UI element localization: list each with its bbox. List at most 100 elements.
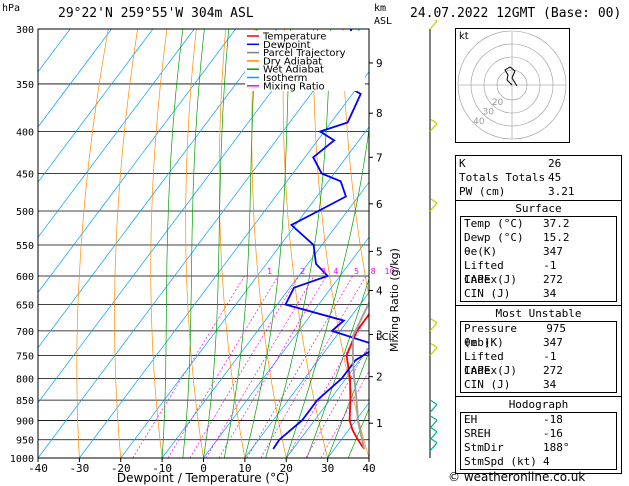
mixing-ratio-axis-label: Mixing Ratio (g/kg) — [388, 248, 401, 352]
datetime-title: 24.07.2022 12GMT (Base: 00) — [410, 6, 622, 21]
mixing-ratio-label: 2 — [300, 267, 305, 276]
wet-adiabat-line — [244, 29, 291, 458]
legend-background — [245, 31, 365, 91]
dry-adiabat-line — [185, 29, 204, 458]
most-unstable-label: θe (K) — [464, 336, 504, 349]
isotherm-line — [285, 347, 369, 458]
mixing-ratio-label: 8 — [371, 267, 376, 276]
lcl-label: LCL — [376, 332, 395, 343]
hodograph-stat-row: StmDir 188° — [461, 441, 616, 455]
surface-row: CIN (J) 34 — [461, 287, 616, 301]
surface-label: θe(K) — [464, 245, 498, 258]
wind-barb — [429, 342, 438, 356]
isotherm-line — [38, 29, 112, 128]
legend-entry: Parcel Trajectory — [263, 48, 346, 59]
pressure-tick-label: 850 — [16, 396, 34, 407]
pressure-tick-label: 350 — [16, 80, 34, 91]
pressure-tick-label: 400 — [16, 128, 34, 139]
wind-barb — [429, 438, 438, 452]
x-tick-label: 40 — [362, 462, 375, 475]
plot-frame — [37, 28, 370, 459]
mixing-ratio-line — [320, 370, 369, 458]
hpa-unit-label: hPa — [2, 3, 21, 14]
most-unstable-value: -1 — [543, 350, 557, 363]
wet-adiabat-line — [347, 407, 369, 458]
skewt-chart: 3003504004505005506006507007508008509009… — [10, 25, 401, 485]
surface-row: CAPE (J) 272 — [461, 273, 616, 287]
pressure-tick-label: 800 — [16, 374, 34, 385]
dry-adiabat-line — [282, 29, 328, 458]
x-tick-label: 10 — [238, 462, 251, 475]
mixing-ratio-label: 1 — [267, 267, 272, 276]
surface-value: 37.2 — [543, 217, 570, 230]
surface-row: θe(K) 347 — [461, 245, 616, 259]
x-axis-label: Dewpoint / Temperature (°C) — [117, 471, 289, 485]
x-tick-label: -30 — [69, 462, 89, 475]
wind-barb — [429, 399, 438, 413]
pressure-tick-label: 600 — [16, 272, 34, 283]
index-label: K — [459, 157, 466, 170]
isotherm-line — [327, 402, 369, 458]
hodograph-table-title: Hodograph — [508, 398, 569, 411]
dry-adiabat-line — [76, 29, 109, 458]
dry-adiabat-line — [114, 29, 138, 458]
km-tick-label: 7 — [376, 151, 383, 164]
index-label: Totals Totals — [459, 171, 546, 184]
mixing-ratio-line — [246, 275, 354, 458]
surface-label: CAPE (J) — [464, 273, 517, 286]
mixing-ratio-line — [305, 344, 369, 458]
most-unstable-row: Lifted Index -1 — [461, 350, 616, 377]
indices-panel: K 26 Totals Totals 45 PW (cm) 3.21 Surface Te… — [455, 155, 622, 474]
surface-row: Dewp (°C) 15.2 — [461, 231, 616, 245]
pressure-tick-label: 550 — [16, 241, 34, 252]
most-unstable-row: CIN (J) 34 — [461, 378, 616, 392]
wind-barb — [429, 318, 438, 332]
wet-adiabat-line — [285, 126, 369, 458]
surface-label: Temp (°C) — [464, 217, 524, 230]
most-unstable-title: Most Unstable — [495, 307, 582, 320]
most-unstable-label: CAPE (J) — [464, 364, 517, 377]
legend-entry: Wet Adiabat — [263, 65, 324, 76]
most-unstable-value: 34 — [543, 378, 557, 391]
mixing-ratio-line — [167, 275, 279, 458]
location-title: 29°22'N 259°55'W 304m ASL — [58, 6, 254, 21]
km-tick-label: 4 — [376, 285, 383, 298]
wind-profile — [429, 20, 438, 458]
hodograph-stat-label: StmDir — [464, 441, 504, 454]
x-tick-label: -10 — [152, 462, 172, 475]
mixing-ratio-line — [132, 275, 245, 458]
surface-row: Lifted Index -1 — [461, 259, 616, 286]
index-row: Totals Totals 45 — [456, 171, 621, 185]
wind-barb — [429, 427, 438, 441]
wind-barb — [429, 20, 438, 30]
surface-label: Lifted Index — [464, 259, 504, 286]
hodograph-ring-label: 40 — [473, 117, 485, 127]
most-unstable-row: Pressure (mb) 975 — [461, 322, 616, 349]
legend-entry: Dry Adiabat — [263, 56, 322, 67]
most-unstable-value: 347 — [543, 336, 563, 349]
dry-adiabat-line — [342, 29, 369, 298]
surface-title: Surface — [515, 202, 562, 215]
most-unstable-label: Pressure (mb) — [464, 322, 517, 349]
km-unit-label: km — [374, 3, 387, 14]
hodograph-unit: kt — [459, 31, 469, 42]
hodograph-stat-label: EH — [464, 413, 478, 426]
isotherm-line — [38, 29, 154, 183]
hodograph-ring-label: 30 — [482, 108, 494, 118]
asl-unit-label: ASL — [374, 16, 393, 27]
mixing-ratio-label: 10 — [385, 267, 395, 276]
isotherm-line — [368, 457, 369, 458]
legend-entry: Dewpoint — [263, 40, 311, 51]
hodograph-stat-row: SREH -16 — [461, 427, 616, 441]
most-unstable-row: θe (K) 347 — [461, 336, 616, 350]
index-value: 45 — [548, 171, 562, 184]
isotherm-line — [203, 236, 369, 458]
isotherm-line — [38, 29, 195, 238]
pressure-tick-label: 750 — [16, 351, 34, 362]
mixing-ratio-line — [286, 312, 369, 458]
index-row: K 26 — [456, 157, 621, 171]
mixing-ratio-label: 3 — [321, 267, 326, 276]
pressure-tick-label: 1000 — [10, 454, 34, 465]
